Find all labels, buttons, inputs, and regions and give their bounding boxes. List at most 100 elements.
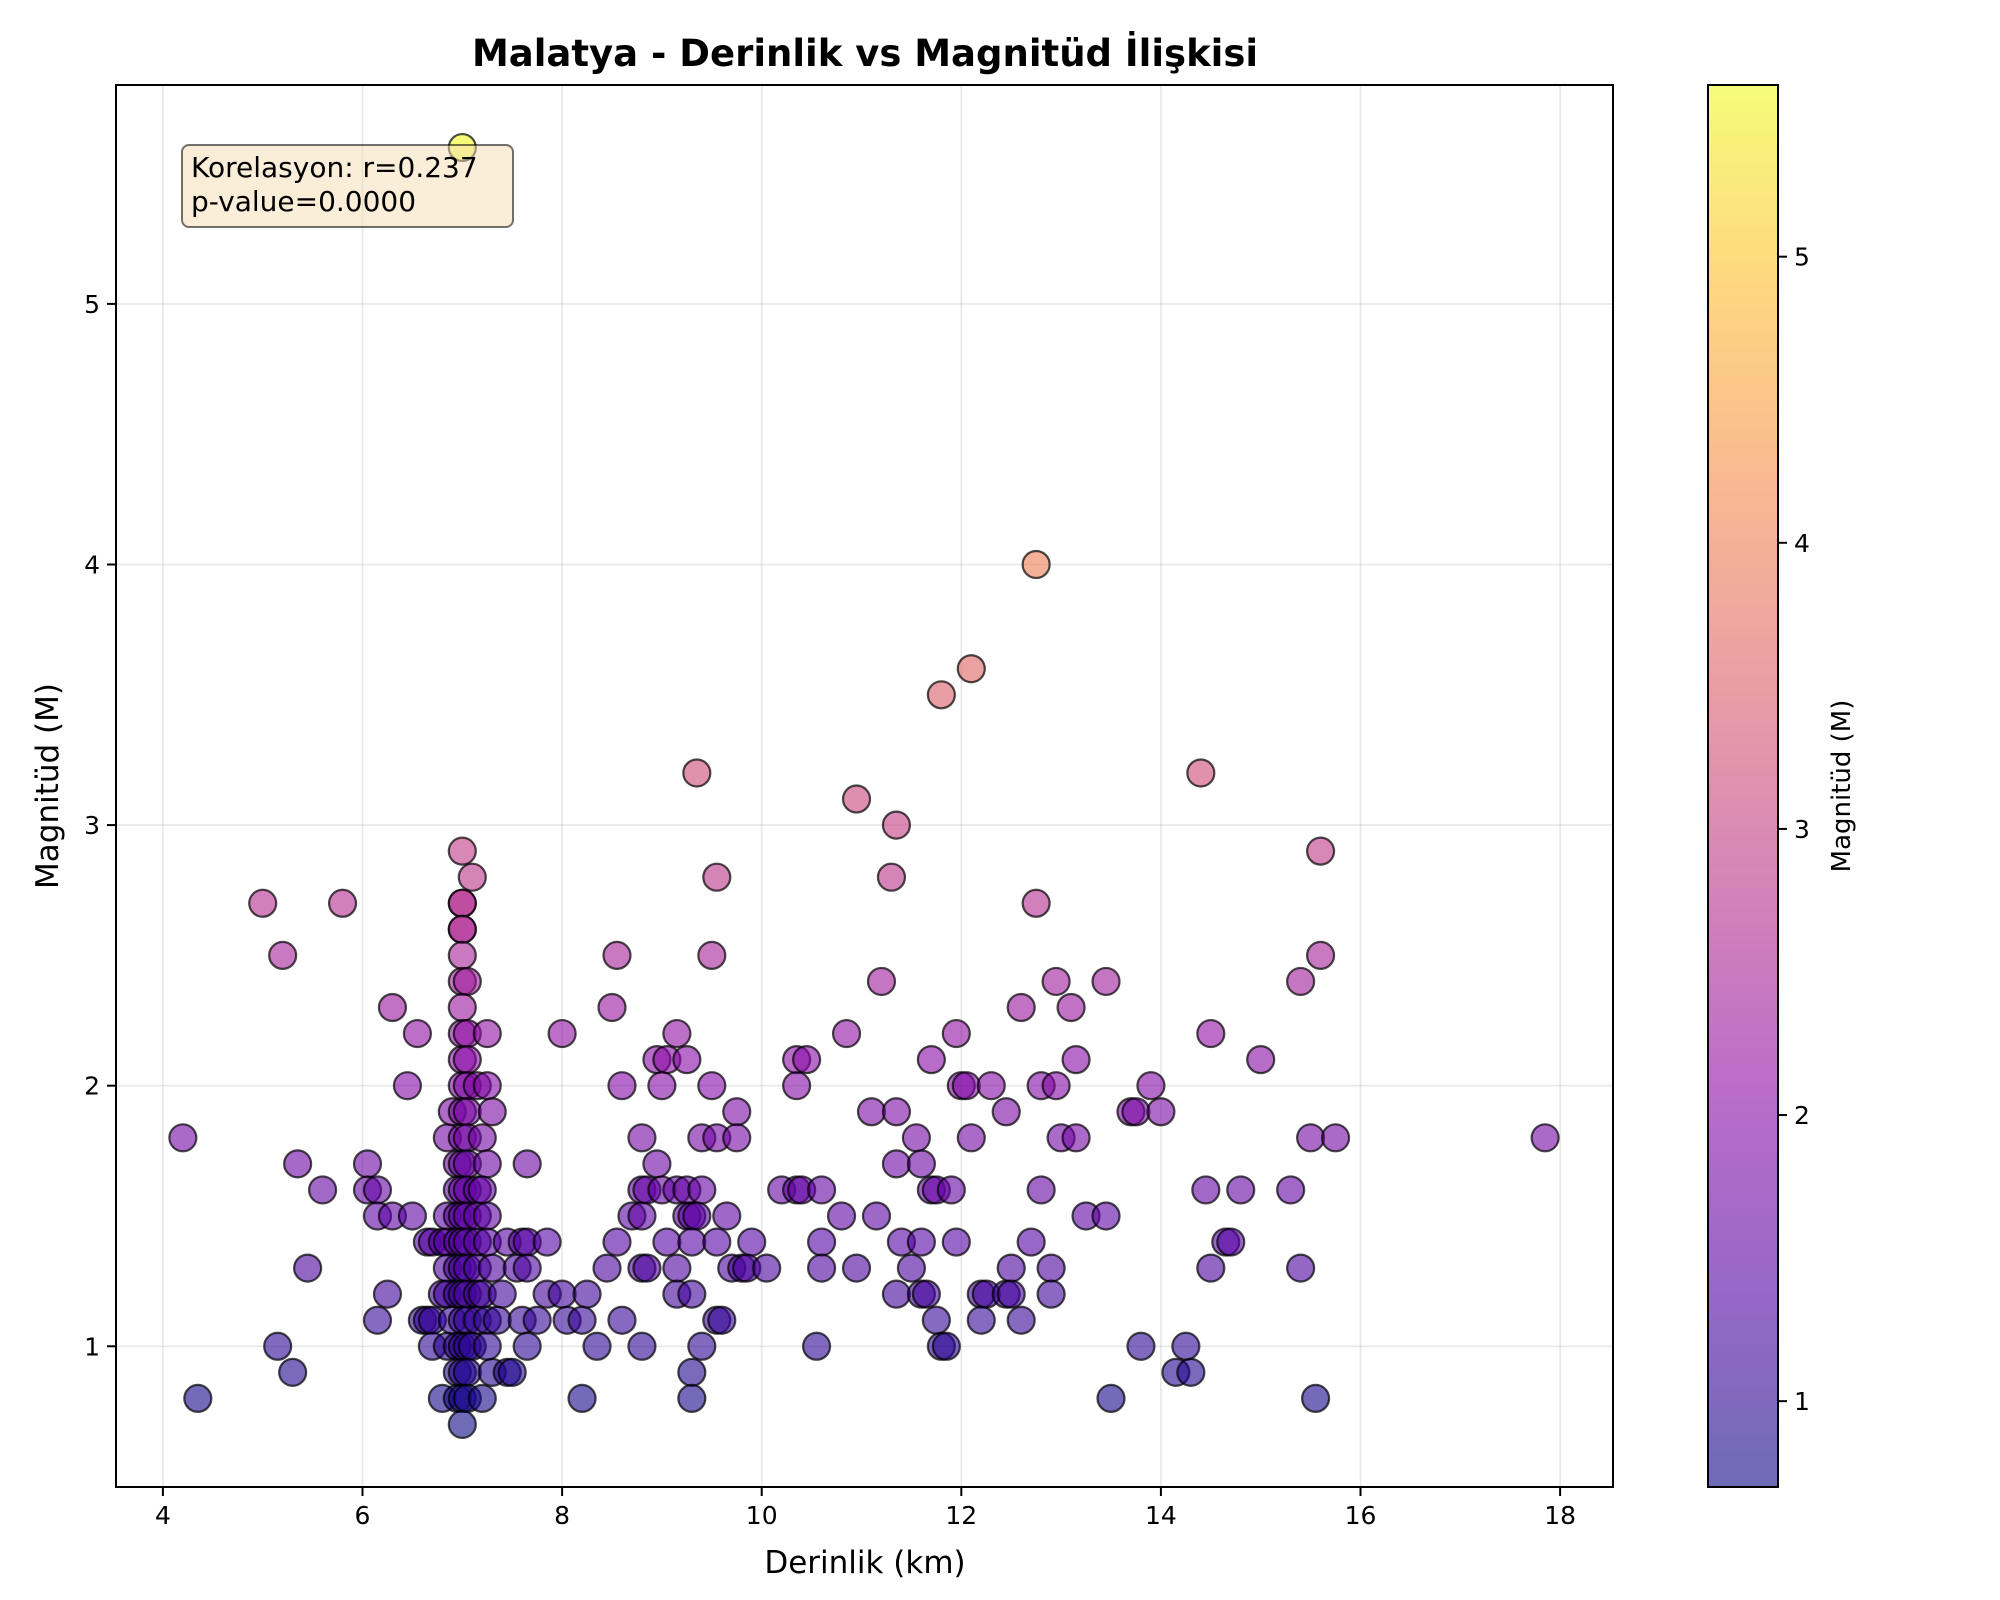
scatter-point (1026, 1175, 1056, 1205)
colorbar-tick-label: 3 (1794, 815, 1810, 844)
scatter-point (826, 1201, 857, 1231)
scatter-point (1196, 1253, 1226, 1283)
scatter-point (1121, 1097, 1151, 1127)
scatter-point (712, 1201, 742, 1231)
scatter-point (532, 1227, 562, 1257)
scatter-point (991, 1097, 1021, 1127)
colorbar-label: Magnitüd (M) (1827, 700, 1857, 873)
scatter-point (627, 1201, 657, 1231)
scatter-point (906, 1149, 936, 1179)
scatter-point (627, 1123, 657, 1153)
scatter-point (881, 810, 912, 840)
scatter-point (632, 1253, 662, 1283)
x-axis-label: Derinlik (km) (764, 1545, 965, 1581)
y-tick-label: 5 (84, 290, 100, 319)
scatter-point (512, 1149, 542, 1179)
scatter-point (467, 1123, 497, 1153)
scatter-point (1176, 1357, 1206, 1387)
x-tick-label: 18 (1544, 1501, 1576, 1530)
scatter-point (592, 1253, 622, 1283)
scatter-point (1286, 1253, 1316, 1283)
y-tick-label: 2 (84, 1072, 100, 1101)
scatter-point (1246, 1045, 1276, 1075)
scatter-point (377, 992, 408, 1023)
scatter-point (1530, 1123, 1560, 1153)
scatter-point (402, 1018, 432, 1049)
scatter-point (697, 1071, 727, 1101)
scatter-point (1021, 888, 1051, 918)
scatter-point (652, 1227, 682, 1257)
scatter-point (1041, 966, 1071, 997)
scatter-point (1061, 1045, 1091, 1075)
x-tick-label: 12 (945, 1501, 977, 1530)
y-axis-label: Magnitüd (M) (30, 683, 66, 889)
scatter-point (392, 1071, 423, 1101)
scatter-points (168, 132, 1560, 1440)
scatter-point (1286, 966, 1316, 997)
scatter-point (362, 1175, 393, 1205)
scatter-point (477, 1097, 507, 1127)
scatter-point (697, 940, 727, 970)
scatter-point (447, 940, 477, 970)
scatter-point (362, 1305, 393, 1335)
scatter-point (602, 940, 632, 970)
x-tick-label: 10 (746, 1501, 778, 1530)
scatter-point (1126, 1331, 1156, 1361)
scatter-point (477, 1253, 507, 1283)
scatter-point (782, 1071, 812, 1101)
scatter-point (452, 1097, 482, 1127)
scatter-point (183, 1383, 213, 1413)
scatter-point (268, 940, 298, 970)
correlation-annotation: Korelasyon: r=0.237 p-value=0.0000 (181, 144, 514, 228)
scatter-point (1186, 758, 1216, 788)
scatter-point (467, 1383, 497, 1413)
scatter-point (352, 1149, 383, 1179)
y-tick-label: 1 (84, 1332, 100, 1361)
scatter-point (547, 1018, 577, 1049)
scatter-point (602, 1227, 632, 1257)
scatter-point (1171, 1331, 1201, 1361)
scatter-point (168, 1123, 198, 1153)
scatter-point (722, 1097, 752, 1127)
scatter-point (936, 1175, 966, 1205)
scatter-point (1305, 836, 1336, 866)
scatter-point (806, 1175, 837, 1205)
scatter-point (248, 888, 278, 918)
scatter-point (642, 1149, 672, 1179)
scatter-point (472, 1331, 502, 1361)
scatter-point (278, 1357, 308, 1387)
scatter-point (472, 1149, 502, 1179)
scatter-point (607, 1305, 637, 1335)
x-tick-label: 16 (1345, 1501, 1377, 1530)
scatter-point (487, 1279, 517, 1309)
grid-lines (116, 85, 1613, 1487)
scatter-point (941, 1227, 971, 1257)
scatter-point (911, 1279, 941, 1309)
scatter-point (1216, 1227, 1246, 1257)
scatter-point (647, 1071, 677, 1101)
scatter-point (307, 1175, 338, 1205)
scatter-point (926, 680, 956, 710)
scatter-point (801, 1331, 832, 1361)
scatter-point (512, 1253, 542, 1283)
scatter-point (702, 1227, 732, 1257)
scatter-point (916, 1045, 946, 1075)
scatter-point (831, 1018, 862, 1049)
scatter-point (956, 1123, 986, 1153)
scatter-point (1021, 549, 1051, 580)
scatter-point (1036, 1253, 1066, 1283)
scatter-point (677, 1383, 707, 1413)
annotation-line-1: Korelasyon: r=0.237 (191, 151, 478, 184)
scatter-point (397, 1201, 428, 1231)
x-tick-label: 14 (1145, 1501, 1177, 1530)
scatter-point (841, 1253, 872, 1283)
scatter-point (906, 1227, 936, 1257)
x-axis-ticks: 4 6 8 10 12 14 16 18 (155, 1487, 1576, 1530)
scatter-point (841, 784, 872, 814)
scatter-point (452, 1045, 482, 1075)
scatter-point (881, 1097, 912, 1127)
scatter-point (512, 1331, 542, 1361)
scatter-point (966, 1305, 996, 1335)
scatter-point (1196, 1018, 1226, 1049)
colorbar-tick-label: 1 (1794, 1387, 1810, 1416)
